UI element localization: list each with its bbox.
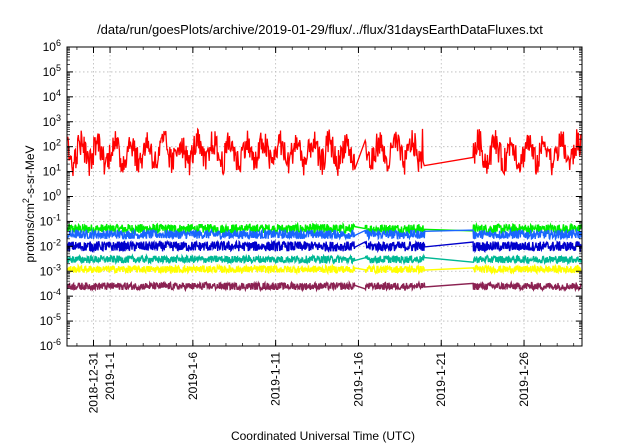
series-line [67, 227, 582, 242]
x-tick-label: 2018-12-31 [86, 352, 100, 414]
y-tick-label: 10-1 [40, 212, 61, 228]
chart-title: /data/run/goesPlots/archive/2019-01-29/f… [97, 22, 543, 37]
y-tick-label: 103 [43, 113, 61, 129]
x-tick-label: 2019-1-11 [269, 352, 283, 406]
x-tick-label: 2019-1-26 [517, 352, 531, 407]
x-tick-label: 2019-1-6 [186, 352, 200, 400]
y-tick-label: 106 [43, 38, 61, 54]
x-axis-label: Coordinated Universal Time (UTC) [231, 429, 415, 443]
y-tick-label: 102 [43, 138, 61, 154]
x-tick-label: 2019-1-21 [434, 352, 448, 407]
y-axis-label: protons/cm2-s-sr-MeV [21, 145, 37, 262]
x-tick-label: 2019-1-16 [351, 352, 365, 407]
y-tick-label: 10-6 [40, 337, 61, 353]
series-line [67, 253, 582, 266]
y-tick-label: 10-2 [40, 237, 61, 253]
series-line [67, 280, 582, 293]
y-axis-label-sup: 2 [21, 198, 31, 203]
x-ticks: 2018-12-31 2019-1-1 2019-1-6 2019-1-11 2019-… [76, 47, 575, 414]
y-tick-label: 10-5 [40, 312, 61, 328]
series-line [67, 263, 582, 276]
y-tick-label: 105 [43, 63, 61, 79]
x-tick-label: 2019-1-1 [103, 352, 117, 400]
y-tick-label: 104 [43, 88, 61, 104]
series-group [67, 127, 582, 293]
y-tick-label: 101 [43, 163, 61, 179]
y-tick-label: 100 [43, 188, 61, 204]
y-axis-label-post: -s-sr-MeV [23, 145, 37, 198]
series-line [67, 221, 582, 237]
y-axis-label-pre: protons/cm [23, 203, 37, 262]
y-tick-label: 10-3 [40, 262, 61, 278]
series-line [67, 127, 582, 177]
grid [67, 47, 582, 346]
y-tick-label: 10-4 [40, 287, 61, 303]
series-line [67, 239, 582, 254]
y-ticks: 10-6 10-5 10-4 10-3 10-2 10-1 100 101 102 103 104 1… [40, 38, 582, 353]
